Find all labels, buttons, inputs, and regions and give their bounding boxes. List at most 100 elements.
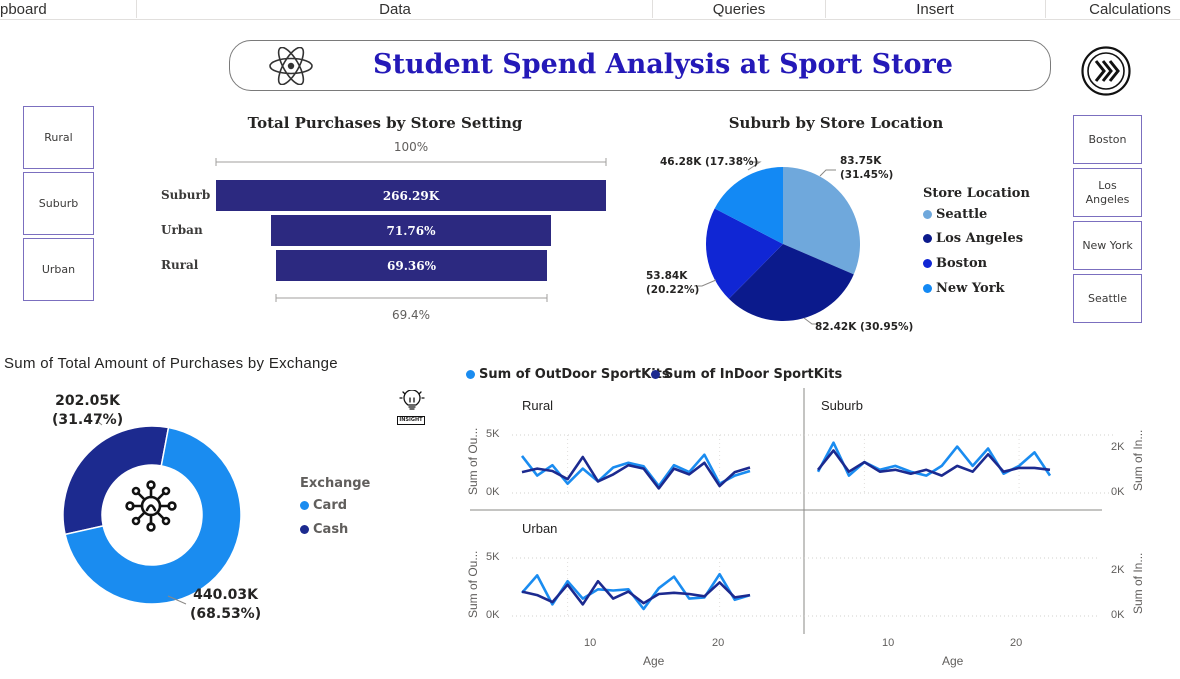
x-axis-title: Age [643, 654, 665, 668]
funnel-bar[interactable]: 266.29K [216, 180, 606, 211]
legend-dot [466, 370, 475, 379]
legend-label: Los Angeles [936, 231, 1024, 246]
panel-label-suburb: Suburb [821, 398, 863, 413]
funnel-top-percent: 100% [393, 140, 429, 154]
slicer-location-seattle[interactable]: Seattle [1073, 274, 1142, 323]
legend-label: Card [313, 498, 348, 513]
slicer-setting-urban[interactable]: Urban [23, 238, 94, 301]
funnel-chart: Total Purchases by Store Setting 100% Su… [150, 112, 620, 332]
y-axis-title-left: Sum of Ou... [466, 427, 480, 495]
pie-slice-boston[interactable] [706, 208, 783, 299]
pie-slice-los-angeles[interactable] [728, 244, 854, 321]
ribbon-separator [825, 0, 826, 18]
legend-dot [923, 259, 932, 268]
insight-label: INSIGHT [397, 416, 425, 425]
tab-data[interactable]: Data [379, 1, 411, 18]
series-line-outdoor[interactable] [521, 572, 751, 611]
slicer-setting-rural[interactable]: Rural [23, 106, 94, 169]
funnel-bar[interactable]: 69.36% [276, 250, 547, 281]
donut-legend-item[interactable]: Cash [300, 522, 348, 537]
network-hub-icon [125, 480, 177, 532]
pie-title: Suburb by Store Location [728, 114, 944, 132]
slicer-location-boston[interactable]: Boston [1073, 115, 1142, 164]
legend-label: Seattle [936, 207, 988, 222]
double-chevron-right-icon[interactable] [1081, 46, 1131, 96]
page-title: Student Spend Analysis at Sport Store [373, 49, 953, 80]
pie-label-seattle-percent: (31.45%) [840, 169, 894, 181]
slicer-location-los-angeles[interactable]: Los Angeles [1073, 168, 1142, 217]
legend-label: Cash [313, 522, 349, 537]
funnel-category: Rural [161, 258, 199, 272]
pie-legend-title: Store Location [923, 186, 1030, 201]
title-banner: Student Spend Analysis at Sport Store [229, 40, 1051, 91]
slicer-setting-suburb[interactable]: Suburb [23, 172, 94, 235]
y-tick: 2K [1111, 441, 1125, 453]
y-tick: 5K [486, 551, 500, 563]
funnel-category: Suburb [161, 188, 211, 202]
donut-title: Sum of Total Amount of Purchases by Exch… [4, 355, 338, 372]
tab-queries[interactable]: Queries [712, 1, 766, 18]
donut-slice-card[interactable] [64, 426, 242, 605]
funnel-title: Total Purchases by Store Setting [247, 114, 523, 132]
donut-leader-line [167, 595, 187, 605]
pie-label-boston-value: 53.84K [646, 270, 688, 282]
y-axis-title-right: Sum of In... [1131, 429, 1145, 491]
y-tick: 0K [1111, 609, 1125, 621]
donut-label-cash-value: 202.05K [55, 393, 120, 409]
pie-leader-line [747, 161, 762, 171]
legend-dot [923, 284, 932, 293]
donut-label-cash-percent: (31.47%) [52, 412, 124, 428]
funnel-bottom-percent: 69.4% [391, 308, 431, 322]
pie-label-new-york: 46.28K (17.38%) [660, 156, 759, 168]
lines-legend-item[interactable]: Sum of OutDoor SportKits [466, 367, 670, 382]
pie-legend-item[interactable]: New York [923, 281, 1005, 296]
donut-slice-cash[interactable] [62, 425, 170, 536]
y-tick: 5K [486, 428, 500, 440]
pie-leader-line [694, 279, 717, 287]
pie-label-boston: 53.84K (20.22%) [646, 269, 699, 297]
y-axis-title-left: Sum of Ou... [466, 550, 480, 618]
ribbon-separator [652, 0, 653, 18]
pie-slice-new-york[interactable] [714, 167, 783, 244]
ribbon-separator [1045, 0, 1046, 18]
series-line-indoor[interactable] [521, 455, 751, 490]
pie-label-seattle: 83.75K (31.45%) [840, 154, 893, 182]
pie-legend-item[interactable]: Seattle [923, 207, 987, 222]
pie-label-seattle-value: 83.75K [840, 155, 882, 167]
donut-label-card: 440.03K (68.53%) [190, 586, 261, 624]
tab-clipboard[interactable]: pboard [0, 1, 47, 18]
slicer-location-new-york[interactable]: New York [1073, 221, 1142, 270]
tab-calculations[interactable]: Calculations [1089, 1, 1171, 18]
pie-label-los-angeles: 82.42K (30.95%) [815, 321, 914, 333]
legend-dot [300, 525, 309, 534]
pie-leader-line [819, 169, 836, 177]
tab-insert[interactable]: Insert [916, 1, 954, 18]
legend-label: Boston [936, 256, 988, 271]
pie-chart [694, 161, 860, 325]
legend-label: Sum of InDoor SportKits [664, 367, 843, 382]
y-tick: 2K [1111, 564, 1125, 576]
lightbulb-icon [399, 389, 425, 410]
donut-chart [62, 419, 242, 605]
lines-legend-item[interactable]: Sum of InDoor SportKits [651, 367, 842, 382]
x-axis-title: Age [942, 654, 964, 668]
donut-legend-item[interactable]: Card [300, 498, 347, 513]
legend-label: New York [936, 281, 1005, 296]
legend-dot [923, 234, 932, 243]
ribbon: pboard Data Queries Insert Calculations [0, 0, 1180, 20]
legend-dot [923, 210, 932, 219]
pie-legend-item[interactable]: Boston [923, 256, 987, 271]
series-line-indoor[interactable] [521, 579, 751, 606]
insight-button[interactable]: INSIGHT [397, 389, 427, 425]
y-tick: 0K [486, 609, 500, 621]
pie-slice-seattle[interactable] [783, 167, 860, 275]
x-tick: 20 [1010, 637, 1023, 649]
donut-label-cash: 202.05K (31.47%) [52, 392, 123, 430]
y-tick: 0K [486, 486, 500, 498]
pie-label-boston-percent: (20.22%) [646, 284, 700, 296]
pie-legend-item[interactable]: Los Angeles [923, 231, 1023, 246]
legend-label: Sum of OutDoor SportKits [479, 367, 670, 382]
funnel-bar[interactable]: 71.76% [271, 215, 551, 246]
series-line-indoor[interactable] [816, 449, 1051, 477]
donut-legend-title: Exchange [300, 476, 371, 491]
